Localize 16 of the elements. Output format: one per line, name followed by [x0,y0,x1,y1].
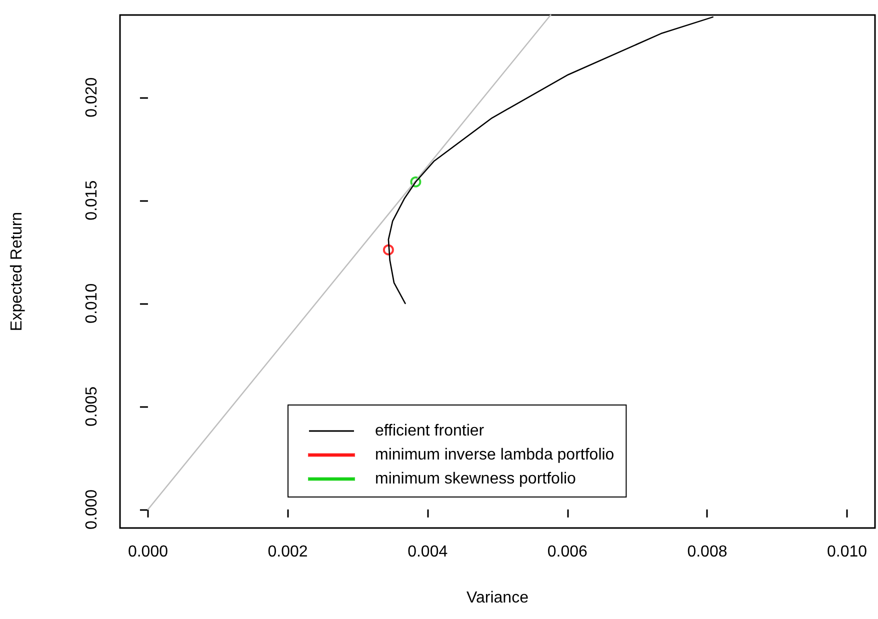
legend-label: minimum skewness portfolio [375,470,576,488]
legend-label: minimum inverse lambda portfolio [375,446,614,464]
x-axis-title: Variance [466,590,529,606]
y-tick-label: 0.015 [84,180,100,220]
x-tick-label: 0.000 [128,544,168,560]
y-tick-label: 0.020 [84,77,100,118]
y-tick-label: 0.000 [84,489,100,530]
y-tick-label: 0.005 [84,386,100,426]
y-axis-title: Expected Return [8,212,26,332]
x-tick-label: 0.010 [827,544,868,560]
y-tick-label: 0.010 [84,283,100,324]
legend-label: efficient frontier [375,422,485,440]
x-tick-label: 0.006 [547,544,588,560]
x-tick-label: 0.002 [268,544,308,560]
x-tick-label: 0.008 [687,544,728,560]
x-tick-label: 0.004 [408,544,448,560]
